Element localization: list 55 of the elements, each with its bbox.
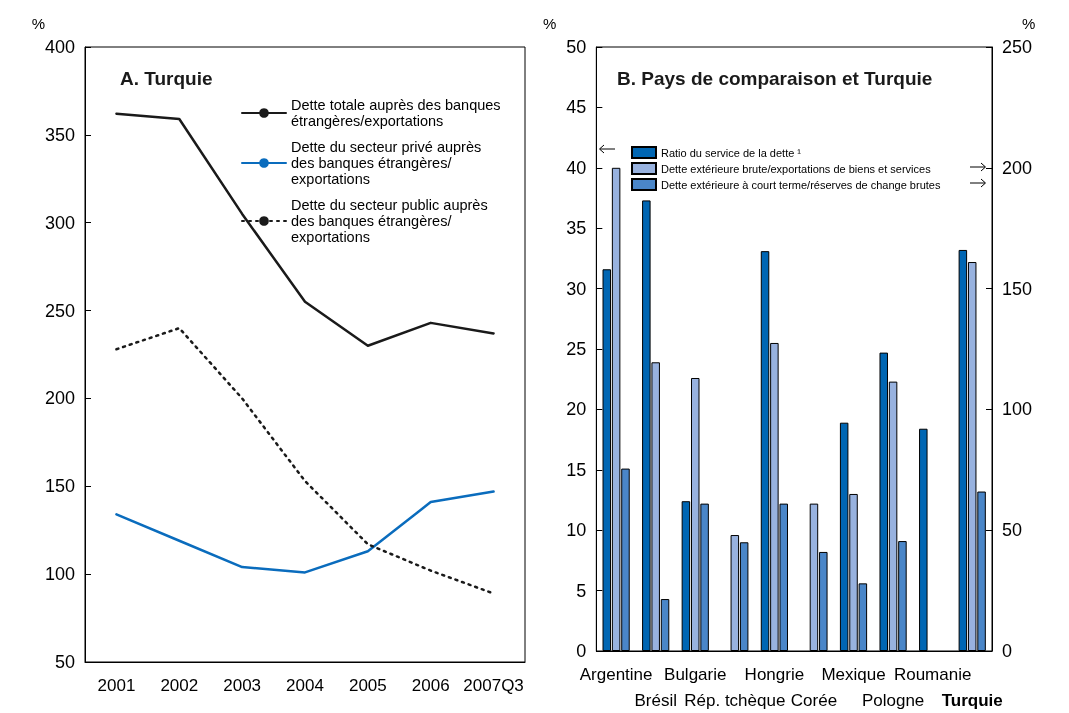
y2-tick-label: 100 xyxy=(1002,399,1033,420)
x-tick-label: 2004 xyxy=(286,675,324,695)
y-tick-label: 25 xyxy=(566,339,587,359)
legend-label: Dette totale auprès des banques étrangères/exportations xyxy=(291,97,505,129)
legend-label: Dette extérieure brute/exportations de biens et services xyxy=(661,162,932,175)
y-tick-label: 400 xyxy=(44,37,75,57)
y-tick-label: 40 xyxy=(566,157,587,178)
y-tick-label: 5 xyxy=(576,580,587,601)
legend-label: Dette extérieure à court terme/réserves de change brutes xyxy=(661,178,941,191)
y2-tick-label: 250 xyxy=(1002,37,1033,57)
line-series xyxy=(115,490,495,574)
x-tick-label: 2006 xyxy=(411,675,450,695)
y-tick-label: 20 xyxy=(566,399,587,420)
x-tick-label: Pologne xyxy=(861,690,925,710)
x-tick-label: Hongrie xyxy=(744,664,805,684)
line-series xyxy=(115,112,495,347)
y-tick-label: 200 xyxy=(44,388,75,409)
y-tick-label: 45 xyxy=(566,97,587,118)
y2-tick-label: 200 xyxy=(1002,157,1033,178)
y-tick-label: 15 xyxy=(566,459,587,480)
y-tick-label: 50 xyxy=(54,652,75,672)
y-tick-label: 50 xyxy=(566,37,587,57)
x-tick-label: 2007Q3 xyxy=(463,675,524,695)
y-axis-title: % xyxy=(31,15,45,32)
y-tick-label: 30 xyxy=(566,278,587,299)
x-tick-label: Roumanie xyxy=(893,664,972,684)
text: A. Turquie xyxy=(120,68,213,89)
x-tick-label: 2001 xyxy=(97,675,136,695)
y-tick-label: 100 xyxy=(44,564,75,585)
y2-axis-title: % xyxy=(1022,15,1036,32)
y-axis-title: % xyxy=(542,15,557,32)
legend-label: Dette du secteur public auprès des banques étrangères/ exportations xyxy=(291,197,492,245)
x-tick-label: Argentine xyxy=(579,664,653,684)
y-tick-label: 0 xyxy=(576,641,587,661)
x-tick-label: 2003 xyxy=(223,675,262,695)
y-tick-label: 150 xyxy=(44,476,75,497)
x-tick-label: Bulgarie xyxy=(664,664,727,684)
y2-tick-label: 150 xyxy=(1002,278,1033,299)
y-tick-label: 35 xyxy=(566,218,587,239)
x-tick-label: Turquie xyxy=(941,690,1003,710)
y-tick-label: 250 xyxy=(44,300,75,321)
legend-label: Dette du secteur privé auprès des banques étrangères/ exportations xyxy=(291,139,486,187)
y-tick-label: 10 xyxy=(566,520,587,541)
x-tick-label: 2005 xyxy=(348,675,387,695)
text: B. Pays de comparaison et Turquie xyxy=(617,68,933,89)
x-tick-label: Mexique xyxy=(821,664,886,684)
x-tick-label: Brésil xyxy=(634,690,677,710)
x-tick-label: Corée xyxy=(790,690,838,710)
x-tick-label: 2002 xyxy=(160,675,199,695)
x-tick-label: Rép. tchèque xyxy=(684,690,786,710)
y2-tick-label: 50 xyxy=(1002,520,1023,541)
legend-label: Ratio du service de la dette ¹ xyxy=(661,146,802,159)
y-tick-label: 350 xyxy=(44,124,75,145)
y2-tick-label: 0 xyxy=(1002,641,1013,661)
y-tick-label: 300 xyxy=(44,212,75,233)
